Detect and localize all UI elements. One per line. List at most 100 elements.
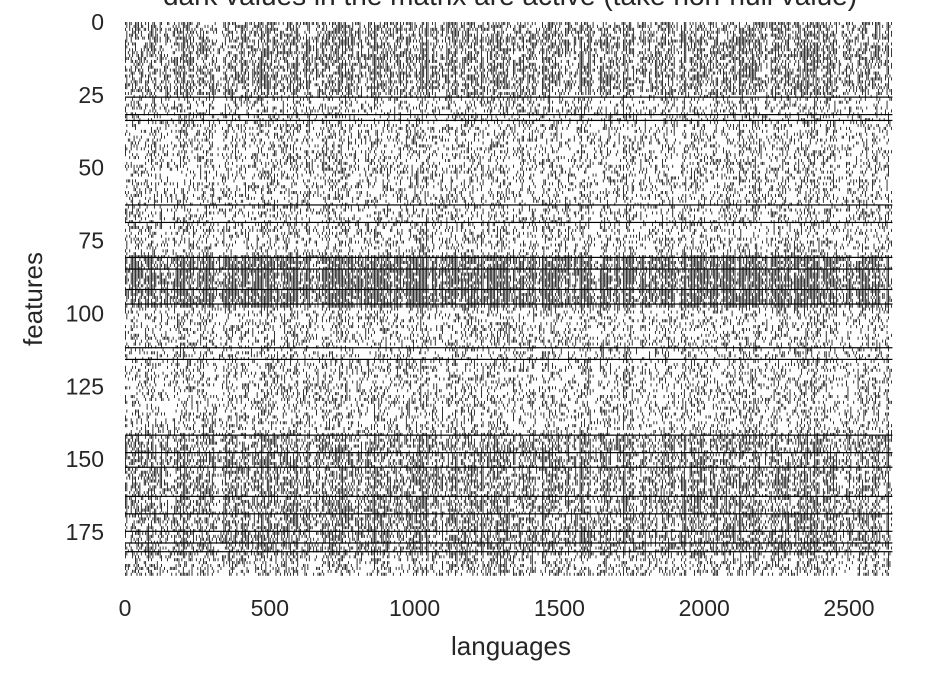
heatmap-cell [352, 39, 354, 43]
heatmap-cell [549, 74, 551, 78]
heatmap-cell [440, 48, 442, 52]
heatmap-cell [783, 36, 785, 40]
heatmap-cell [492, 74, 494, 78]
heatmap-cell [581, 48, 582, 52]
heatmap-cell [323, 42, 325, 46]
heatmap-cell [180, 59, 181, 63]
heatmap-cell [326, 74, 328, 78]
heatmap-cell [694, 45, 695, 49]
heatmap-cell [398, 59, 400, 63]
heatmap-cell [316, 51, 317, 55]
heatmap-cell [527, 22, 529, 26]
heatmap-cell [401, 51, 403, 55]
heatmap-cell [879, 36, 881, 40]
heatmap-cell [815, 36, 817, 40]
heatmap-cell [482, 30, 484, 34]
heatmap-cell [598, 71, 600, 75]
heatmap-cell [864, 27, 866, 31]
heatmap-cell [733, 68, 734, 72]
heatmap-cell [770, 27, 772, 31]
heatmap-cell [223, 56, 225, 61]
heatmap-cell [867, 39, 869, 43]
heatmap-cell [828, 39, 830, 43]
heatmap-cell [491, 36, 493, 40]
heatmap-cell [369, 54, 371, 58]
heatmap-cell [647, 36, 649, 40]
heatmap-cell [511, 36, 513, 40]
heatmap-cell [795, 54, 797, 58]
heatmap-cell [413, 33, 414, 37]
heatmap-cell [487, 42, 488, 46]
heatmap-cell [404, 27, 406, 31]
heatmap-cell [324, 42, 326, 46]
heatmap-cell [546, 39, 548, 43]
heatmap-cell [552, 59, 553, 63]
heatmap-cell [473, 68, 475, 72]
heatmap-cell [191, 62, 193, 66]
heatmap-cell [421, 71, 423, 75]
heatmap-cell [557, 45, 559, 49]
heatmap-cell [340, 42, 342, 46]
heatmap-cell [547, 45, 549, 49]
heatmap-cell [382, 36, 384, 40]
heatmap-cell [830, 59, 831, 63]
heatmap-cell [295, 68, 297, 72]
heatmap-cell [507, 24, 509, 28]
heatmap-cell [350, 68, 352, 72]
heatmap-cell [549, 56, 551, 61]
heatmap-cell [316, 71, 317, 75]
heatmap-cell [560, 71, 562, 75]
heatmap-cell [724, 71, 726, 75]
heatmap-cell [843, 71, 845, 75]
heatmap-cell [531, 36, 533, 40]
heatmap-cell [182, 22, 184, 26]
heatmap-cell [605, 45, 607, 49]
heatmap-cell [295, 74, 297, 78]
heatmap-cell [718, 30, 720, 34]
heatmap-cell [592, 22, 594, 26]
heatmap-cell [482, 56, 484, 61]
heatmap-cell [307, 39, 309, 43]
heatmap-cell [408, 42, 410, 46]
heatmap-cell [240, 42, 242, 46]
heatmap-cell [162, 56, 164, 61]
heatmap-cell [476, 71, 478, 75]
heatmap-cell [295, 56, 297, 61]
heatmap-cell [295, 51, 297, 55]
heatmap-cell [317, 71, 319, 75]
heatmap-cell [627, 54, 629, 58]
heatmap-cell [232, 56, 233, 61]
heatmap-cell [799, 36, 801, 40]
heatmap-cell [549, 22, 551, 26]
heatmap-cell [337, 36, 339, 40]
heatmap-cell [743, 45, 745, 49]
heatmap-cell [400, 65, 401, 69]
heatmap-cell [641, 51, 643, 55]
heatmap-cell [389, 45, 391, 49]
heatmap-cell [488, 42, 490, 46]
heatmap-cell [707, 30, 708, 34]
heatmap-cell [733, 65, 734, 69]
heatmap-cell [475, 59, 477, 63]
heatmap-cell [704, 62, 705, 66]
heatmap-cell [132, 42, 134, 46]
heatmap-cell [740, 39, 742, 43]
heatmap-cell [666, 51, 668, 55]
heatmap-cell [565, 45, 566, 49]
heatmap-cell [553, 65, 555, 69]
heatmap-cell [581, 62, 582, 66]
heatmap-cell [152, 33, 154, 37]
heatmap-cell [741, 42, 743, 46]
heatmap-cell [528, 30, 530, 34]
heatmap-cell [356, 51, 358, 55]
heatmap-cell [229, 51, 231, 55]
heatmap-cell [685, 27, 687, 31]
heatmap-cell [833, 65, 834, 69]
heatmap-cell [885, 36, 886, 40]
heatmap-cell [741, 59, 743, 63]
heatmap-cell [724, 56, 726, 61]
heatmap-cell [754, 62, 756, 66]
heatmap-cell [830, 22, 831, 26]
heatmap-cell [756, 22, 758, 26]
heatmap-cell [611, 45, 613, 49]
